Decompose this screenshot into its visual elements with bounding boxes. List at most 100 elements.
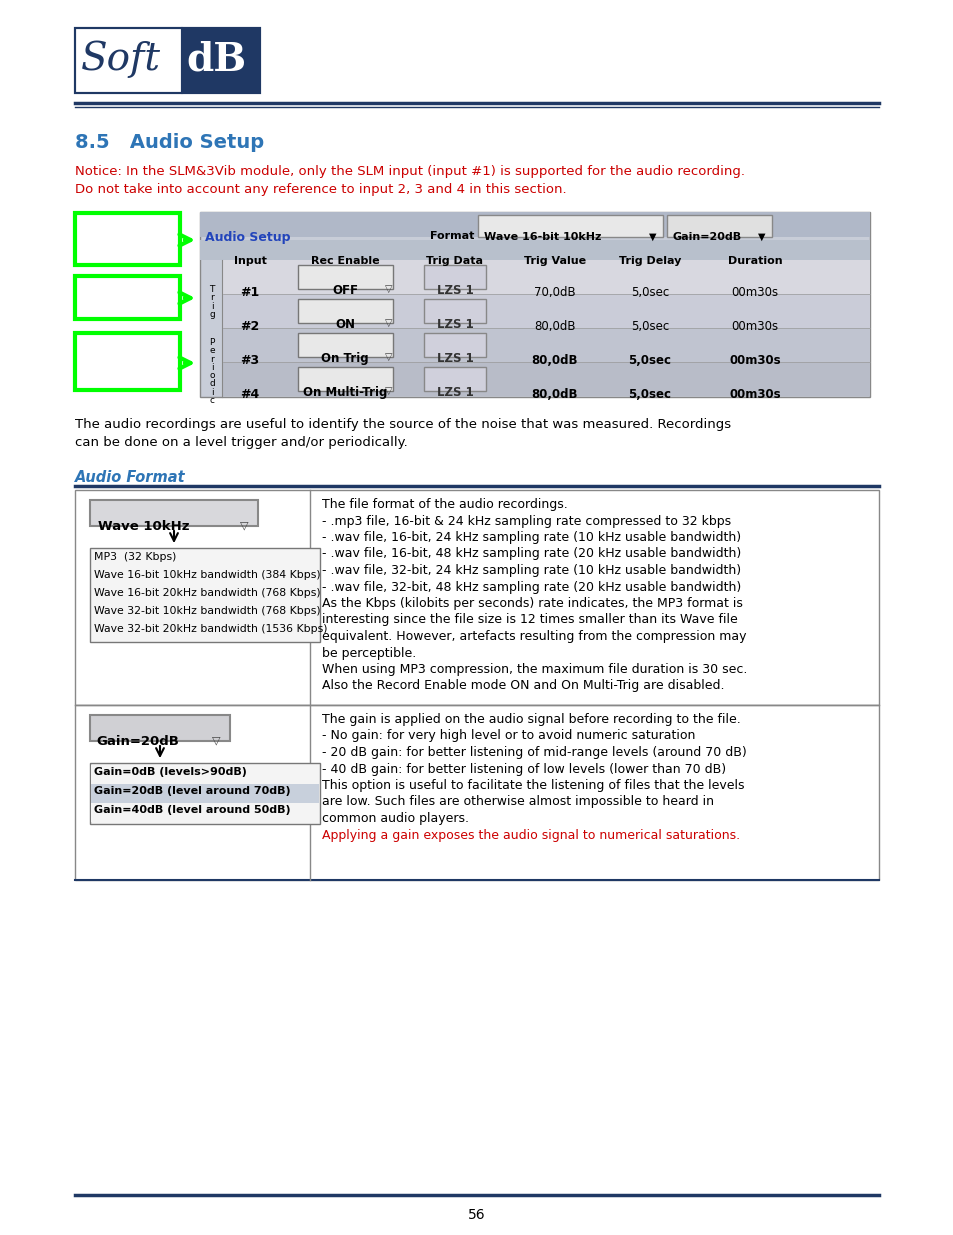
Text: #3: #3 [240, 354, 259, 367]
Text: When using MP3 compression, the maximum file duration is 30 sec.: When using MP3 compression, the maximum … [322, 663, 746, 676]
Text: Wave 32-bit 20kHz bandwidth (1536 Kbps): Wave 32-bit 20kHz bandwidth (1536 Kbps) [94, 624, 327, 634]
FancyBboxPatch shape [75, 333, 180, 390]
Text: #1: #1 [240, 287, 259, 299]
FancyBboxPatch shape [223, 362, 869, 396]
Text: Gain=0dB (levels>90dB): Gain=0dB (levels>90dB) [94, 767, 247, 777]
Text: Wave 16-bit 20kHz bandwidth (768 Kbps): Wave 16-bit 20kHz bandwidth (768 Kbps) [94, 588, 320, 598]
Text: ▽: ▽ [212, 735, 220, 745]
Text: As the Kbps (kilobits per seconds) rate indicates, the MP3 format is: As the Kbps (kilobits per seconds) rate … [322, 597, 742, 610]
Text: Wave 16-bit 10kHz: Wave 16-bit 10kHz [483, 232, 600, 242]
Text: - .wav file, 32-bit, 24 kHz sampling rate (10 kHz usable bandwidth): - .wav file, 32-bit, 24 kHz sampling rat… [322, 564, 740, 577]
Text: - .wav file, 16-bit, 48 kHz sampling rate (20 kHz usable bandwidth): - .wav file, 16-bit, 48 kHz sampling rat… [322, 547, 740, 561]
Text: Duration: Duration [727, 256, 781, 266]
FancyBboxPatch shape [90, 715, 230, 741]
Text: Notice: In the SLM&3Vib module, only the SLM input (input #1) is supported for t: Notice: In the SLM&3Vib module, only the… [75, 165, 744, 178]
FancyBboxPatch shape [423, 367, 485, 391]
FancyBboxPatch shape [90, 548, 319, 642]
Text: 00m30s: 00m30s [731, 320, 778, 333]
Text: LZS 1: LZS 1 [436, 284, 473, 296]
Text: - .wav file, 32-bit, 48 kHz sampling rate (20 kHz usable bandwidth): - .wav file, 32-bit, 48 kHz sampling rat… [322, 580, 740, 594]
Text: interesting since the file size is 12 times smaller than its Wave file: interesting since the file size is 12 ti… [322, 614, 737, 626]
Text: 5,0sec: 5,0sec [630, 320, 668, 333]
Text: #2: #2 [240, 320, 259, 333]
Text: The file format of the audio recordings.: The file format of the audio recordings. [322, 498, 567, 511]
Text: On Trig: On Trig [321, 352, 369, 366]
FancyBboxPatch shape [90, 500, 257, 526]
Text: Also the Record Enable mode ON and On Multi-Trig are disabled.: Also the Record Enable mode ON and On Mu… [322, 679, 723, 693]
Text: 70,0dB: 70,0dB [534, 287, 576, 299]
Text: On Multi-Trig: On Multi-Trig [302, 387, 387, 399]
FancyBboxPatch shape [91, 803, 318, 823]
Text: 00m30s: 00m30s [728, 354, 780, 367]
Text: ▽: ▽ [385, 284, 392, 294]
Text: LZS 1: LZS 1 [436, 317, 473, 331]
Text: Gain=20dB: Gain=20dB [672, 232, 741, 242]
FancyBboxPatch shape [91, 764, 318, 784]
FancyBboxPatch shape [223, 261, 869, 294]
FancyBboxPatch shape [91, 784, 318, 803]
Text: 00m30s: 00m30s [728, 388, 780, 401]
Text: The gain is applied on the audio signal before recording to the file.: The gain is applied on the audio signal … [322, 713, 740, 726]
Text: Rec Enable: Rec Enable [311, 256, 379, 266]
Text: - .mp3 file, 16-bit & 24 kHz sampling rate compressed to 32 kbps: - .mp3 file, 16-bit & 24 kHz sampling ra… [322, 515, 730, 527]
FancyBboxPatch shape [223, 294, 869, 329]
Text: Wave 16-bit 10kHz bandwidth (384 Kbps): Wave 16-bit 10kHz bandwidth (384 Kbps) [94, 571, 320, 580]
Text: Soft: Soft [81, 41, 161, 78]
FancyBboxPatch shape [297, 367, 393, 391]
Text: - 20 dB gain: for better listening of mid-range levels (around 70 dB): - 20 dB gain: for better listening of mi… [322, 746, 746, 760]
Text: Wave 10kHz: Wave 10kHz [98, 520, 190, 534]
FancyBboxPatch shape [90, 763, 319, 824]
Text: OFF: OFF [332, 284, 357, 296]
Text: ON: ON [335, 317, 355, 331]
Text: 5,0sec: 5,0sec [630, 287, 668, 299]
Text: Trig Value: Trig Value [523, 256, 585, 266]
Text: equivalent. However, artefacts resulting from the compression may: equivalent. However, artefacts resulting… [322, 630, 745, 643]
Text: 80,0dB: 80,0dB [534, 320, 576, 333]
Text: are low. Such files are otherwise almost impossible to heard in: are low. Such files are otherwise almost… [322, 795, 713, 809]
Text: 8.5   Audio Setup: 8.5 Audio Setup [75, 133, 264, 152]
Text: ▽: ▽ [240, 520, 248, 530]
Text: LZS 1: LZS 1 [436, 352, 473, 366]
FancyBboxPatch shape [297, 266, 393, 289]
Text: Trig Data: Trig Data [426, 256, 483, 266]
FancyBboxPatch shape [182, 28, 260, 93]
Text: Format: Format [430, 231, 474, 241]
FancyBboxPatch shape [423, 266, 485, 289]
Text: be perceptible.: be perceptible. [322, 646, 416, 659]
FancyBboxPatch shape [297, 333, 393, 357]
Text: Gain=40dB (level around 50dB): Gain=40dB (level around 50dB) [94, 805, 291, 815]
Text: ▼: ▼ [648, 232, 656, 242]
Text: LZS 1: LZS 1 [436, 387, 473, 399]
FancyBboxPatch shape [75, 28, 182, 93]
Text: 5,0sec: 5,0sec [628, 388, 671, 401]
FancyBboxPatch shape [200, 240, 869, 261]
Text: MP3  (32 Kbps): MP3 (32 Kbps) [94, 552, 176, 562]
FancyBboxPatch shape [200, 212, 869, 396]
FancyBboxPatch shape [666, 215, 771, 237]
Text: - 40 dB gain: for better listening of low levels (lower than 70 dB): - 40 dB gain: for better listening of lo… [322, 762, 725, 776]
Text: Gain=20dB (level around 70dB): Gain=20dB (level around 70dB) [94, 785, 291, 797]
Text: ▼: ▼ [758, 232, 764, 242]
Text: Gain=20dB: Gain=20dB [96, 735, 179, 748]
Text: Audio Format: Audio Format [75, 471, 186, 485]
FancyBboxPatch shape [423, 333, 485, 357]
Text: The audio recordings are useful to identify the source of the noise that was mea: The audio recordings are useful to ident… [75, 417, 730, 431]
Text: 80,0dB: 80,0dB [531, 388, 578, 401]
Text: common audio players.: common audio players. [322, 811, 469, 825]
FancyBboxPatch shape [477, 215, 662, 237]
Text: Applying a gain exposes the audio signal to numerical saturations.: Applying a gain exposes the audio signal… [322, 829, 740, 841]
Text: - No gain: for very high level or to avoid numeric saturation: - No gain: for very high level or to avo… [322, 730, 695, 742]
Text: 00m30s: 00m30s [731, 287, 778, 299]
FancyBboxPatch shape [297, 299, 393, 324]
Text: This option is useful to facilitate the listening of files that the levels: This option is useful to facilitate the … [322, 779, 743, 792]
FancyBboxPatch shape [200, 212, 869, 237]
FancyBboxPatch shape [75, 705, 878, 881]
Text: can be done on a level trigger and/or periodically.: can be done on a level trigger and/or pe… [75, 436, 407, 450]
FancyBboxPatch shape [75, 490, 878, 705]
FancyBboxPatch shape [423, 299, 485, 324]
Text: ▽: ▽ [385, 317, 392, 329]
FancyBboxPatch shape [75, 212, 180, 266]
Text: Trig Delay: Trig Delay [618, 256, 680, 266]
Text: ▽: ▽ [385, 352, 392, 362]
Text: 80,0dB: 80,0dB [531, 354, 578, 367]
